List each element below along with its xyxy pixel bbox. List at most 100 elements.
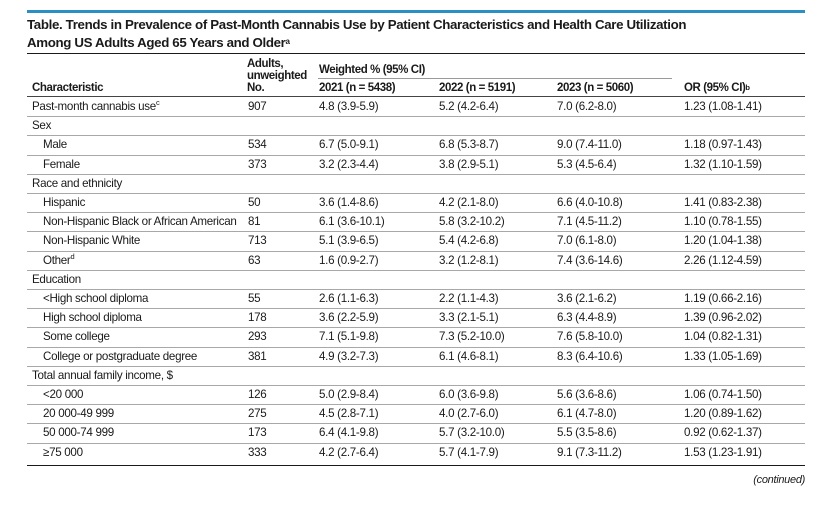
cell-or: 1.32 (1.10-1.59) <box>684 157 762 171</box>
table-row: 20 000-49 999 275 4.5 (2.8-7.1) 4.0 (2.7-6.… <box>0 404 825 423</box>
footnote-marker: c <box>155 98 160 107</box>
cell-2021: 3.6 (1.4-8.6) <box>319 196 379 209</box>
header-top-rule <box>27 53 805 55</box>
cell-2022: 3.2 (1.2-8.1) <box>439 253 499 267</box>
row-separator <box>27 289 805 290</box>
cell-or: 0.92 (0.62-1.37) <box>684 426 762 440</box>
cell-2023: 9.0 (7.4-11.0) <box>557 138 622 152</box>
header-2022: 2022 (n = 5191) <box>439 82 516 94</box>
table-title-line2: Among US Adults Aged 65 Years and Oldera <box>27 34 727 52</box>
header-2021: 2021 (n = 5438) <box>319 82 396 94</box>
characteristic-label: Other <box>43 253 71 267</box>
cell-adults-n: 381 <box>248 349 267 363</box>
row-separator <box>27 346 805 348</box>
cell-2023: 9.1 (7.3-11.2) <box>557 445 622 459</box>
cell-2023: 5.6 (3.6-8.6) <box>557 388 617 401</box>
cell-2021: 3.6 (2.2-5.9) <box>319 311 379 325</box>
cell-or: 1.06 (0.74-1.50) <box>684 388 762 401</box>
row-separator <box>27 135 805 137</box>
characteristic-label: 20 000-49 999 <box>43 407 114 421</box>
table-row: Male 534 6.7 (5.0-9.1) 6.8 (5.3-8.7) 9.0 (7.… <box>0 135 825 154</box>
cell-or: 1.04 (0.82-1.31) <box>684 330 762 344</box>
cell-adults-n: 293 <box>248 330 267 344</box>
cell-characteristic: 20 000-49 999 <box>43 407 114 420</box>
row-separator <box>27 365 805 367</box>
cell-2022: 5.2 (4.2-6.4) <box>439 100 499 113</box>
cell-adults-n: 713 <box>248 234 267 248</box>
cell-2023: 6.3 (4.4-8.9) <box>557 311 617 325</box>
cell-or: 1.33 (1.05-1.69) <box>684 349 762 363</box>
header-or-footnote-marker: b <box>745 83 750 92</box>
cell-2023: 7.0 (6.1-8.0) <box>557 234 617 248</box>
header-2023: 2023 (n = 5060) <box>557 82 634 94</box>
cell-characteristic: Race and ethnicity <box>32 177 122 190</box>
cell-adults-n: 907 <box>248 100 267 113</box>
cell-or: 2.26 (1.12-4.59) <box>684 253 762 267</box>
header-adults-line3: No. <box>247 82 265 94</box>
table-row: Non-Hispanic White 713 5.1 (3.9-6.5) 5.4 (4… <box>0 231 825 250</box>
cell-2022: 5.7 (4.1-7.9) <box>439 445 499 459</box>
cell-2021: 1.6 (0.9-2.7) <box>319 253 379 267</box>
cell-2023: 8.3 (6.4-10.6) <box>557 349 623 363</box>
cell-adults-n: 126 <box>248 388 267 401</box>
cell-characteristic: 50 000-74 999 <box>43 426 114 439</box>
cell-characteristic: Some college <box>43 330 110 343</box>
cell-2022: 6.1 (4.6-8.1) <box>439 349 499 363</box>
characteristic-label: Non-Hispanic White <box>43 234 141 248</box>
row-separator <box>27 327 805 329</box>
table-bottom-rule <box>27 465 805 467</box>
cell-2023: 5.3 (4.5-6.4) <box>557 157 617 171</box>
cell-2023: 7.6 (5.8-10.0) <box>557 330 623 344</box>
cell-adults-n: 63 <box>248 253 261 267</box>
header-or: OR (95% CI)b <box>684 82 750 95</box>
cell-characteristic: <High school diploma <box>43 292 148 305</box>
cell-2021: 5.0 (2.9-8.4) <box>319 388 379 401</box>
header-characteristic: Characteristic <box>32 82 104 94</box>
cell-adults-n: 333 <box>248 445 267 459</box>
characteristic-label: Past-month cannabis use <box>32 100 156 113</box>
table-row: Race and ethnicity <box>0 174 825 193</box>
table-row: Otherd 63 1.6 (0.9-2.7) 3.2 (1.2-8.1) 7.4 (3… <box>0 251 825 270</box>
table-row: <High school diploma 55 2.6 (1.1-6.3) 2.2 (… <box>0 289 825 308</box>
table-row: Education <box>0 270 825 289</box>
cell-2022: 6.8 (5.3-8.7) <box>439 138 499 152</box>
cell-2022: 3.8 (2.9-5.1) <box>439 157 499 171</box>
table-row: Past-month cannabis usec 907 4.8 (3.9-5.9)… <box>0 97 825 116</box>
cell-2022: 5.4 (4.2-6.8) <box>439 234 499 248</box>
cell-2022: 4.0 (2.7-6.0) <box>439 407 499 421</box>
cell-characteristic: College or postgraduate degree <box>43 350 197 363</box>
cell-adults-n: 534 <box>248 138 267 152</box>
title-accent-rule <box>27 10 805 13</box>
table-title: Table. Trends in Prevalence of Past-Mont… <box>27 16 727 51</box>
cell-2023: 5.5 (3.5-8.6) <box>557 426 617 440</box>
cell-characteristic: Male <box>43 138 67 151</box>
row-separator <box>27 231 805 233</box>
cell-2021: 4.5 (2.8-7.1) <box>319 407 379 421</box>
characteristic-label: ≥75 000 <box>43 445 83 459</box>
cell-2021: 3.2 (2.3-4.4) <box>319 157 379 171</box>
cell-2023: 3.6 (2.1-6.2) <box>557 292 617 305</box>
cell-2023: 7.0 (6.2-8.0) <box>557 100 617 113</box>
cell-2021: 7.1 (5.1-9.8) <box>319 330 379 344</box>
table-row: High school diploma 178 3.6 (2.2-5.9) 3.3 (… <box>0 308 825 327</box>
row-separator <box>27 212 805 214</box>
cell-characteristic: Female <box>43 158 80 171</box>
characteristic-label: <20 000 <box>43 388 84 401</box>
characteristic-label: Female <box>43 157 80 171</box>
cell-or: 1.53 (1.23-1.91) <box>684 445 762 459</box>
header-adults-line2: unweighted <box>247 70 307 82</box>
cell-or: 1.20 (0.89-1.62) <box>684 407 762 421</box>
row-separator <box>27 269 805 271</box>
characteristic-label: Some college <box>43 330 110 344</box>
header-adults: Adults, unweighted No. <box>247 58 307 94</box>
table-row: 50 000-74 999 173 6.4 (4.1-9.8) 5.7 (3.2-10… <box>0 423 825 442</box>
table-row: Non-Hispanic Black or African American 81… <box>0 212 825 231</box>
cell-2022: 3.3 (2.1-5.1) <box>439 311 499 325</box>
table-row: Female 373 3.2 (2.3-4.4) 3.8 (2.9-5.1) 5.3 (… <box>0 155 825 174</box>
header-or-text: OR (95% CI) <box>684 82 746 94</box>
cell-2022: 6.0 (3.6-9.8) <box>439 388 499 401</box>
cell-2023: 6.6 (4.0-10.8) <box>557 196 623 209</box>
cell-adults-n: 55 <box>248 292 261 305</box>
table-title-line1: Table. Trends in Prevalence of Past-Mont… <box>27 17 687 32</box>
cell-or: 1.41 (0.83-2.38) <box>684 196 762 209</box>
